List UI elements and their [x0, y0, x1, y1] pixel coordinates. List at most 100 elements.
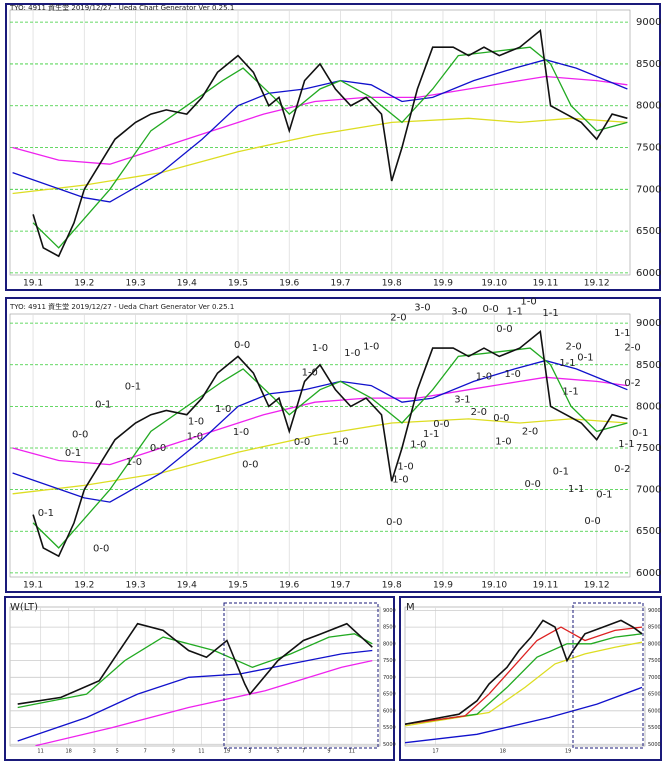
plots: TYO: 4911 資生堂 2019/12/27 - Ueda Chart Ge…: [9, 3, 661, 755]
price-line: [405, 633, 643, 725]
price-line: [32, 329, 628, 558]
annotation: 3-0: [451, 307, 467, 318]
x-tick-label: 19.3: [126, 581, 146, 591]
chart: TYO: 4911 資生堂 2019/12/27 - Ueda Chart Ge…: [9, 3, 661, 289]
annotation: 0-0: [242, 460, 258, 471]
plot-area: [404, 606, 646, 747]
annotation: 2-0: [471, 407, 487, 418]
x-tick-label: 19.11: [533, 581, 559, 591]
x-tick-label: 19.12: [584, 279, 610, 289]
plot-area: [9, 9, 631, 276]
x-tick-label: 19.1: [23, 581, 43, 591]
annotation: 1-0: [476, 371, 492, 382]
x-tick-label: 19: [565, 749, 571, 755]
y-tick-label: 7500: [383, 658, 396, 664]
x-tick-label: 3: [93, 749, 96, 755]
x-tick-label: 19.7: [330, 581, 350, 591]
annotation: 1-0: [520, 297, 536, 308]
annotation: 0-0: [93, 544, 109, 555]
price-line: [405, 626, 643, 725]
y-tick-label: 6000: [636, 268, 661, 279]
x-tick-label: 19.12: [584, 581, 610, 591]
x-tick-label: 5: [276, 749, 279, 755]
annotation: 0-0: [150, 443, 166, 454]
annotation: 1-0: [302, 367, 318, 378]
annotation: 1-0: [410, 440, 426, 451]
x-tick-label: 7: [144, 749, 147, 755]
y-tick-label: 6000: [648, 708, 661, 714]
x-tick-label: 19.5: [228, 279, 248, 289]
chart: M 17 18 19 5000 5500 6000 6500 7000 7500 8000 8500 9…: [404, 602, 661, 755]
y-tick-label: 6500: [648, 692, 661, 698]
annotation: 1-0: [215, 404, 231, 415]
price-line: [17, 622, 373, 705]
y-tick-label: 6500: [636, 226, 661, 237]
x-tick-label: 5: [116, 749, 119, 755]
annotation: 0-0: [584, 516, 600, 527]
annotation: 1-0: [504, 369, 520, 380]
y-tick-label: 6000: [636, 568, 661, 579]
y-tick-label: 5500: [648, 725, 661, 731]
price-line: [32, 28, 628, 258]
annotation: 1-0: [233, 427, 249, 438]
x-tick-label: 19.4: [177, 279, 197, 289]
annotation: 1-0: [126, 457, 142, 468]
annotation: 2-0: [390, 312, 406, 323]
x-tick-label: 19.8: [382, 279, 402, 289]
annotation: 0-0: [496, 324, 512, 335]
annotation: 1-0: [188, 416, 204, 427]
x-tick-label: 7: [302, 749, 305, 755]
annotation: 0-1: [553, 466, 569, 477]
annotation: 0-0: [493, 413, 509, 424]
chart-title: TYO: 4911 資生堂 2019/12/27 - Ueda Chart Ge…: [9, 302, 234, 311]
price-line: [17, 633, 373, 709]
annotation: 0-0: [234, 340, 250, 351]
x-tick-label: 18: [66, 749, 72, 755]
x-tick-label: 19.8: [382, 581, 402, 591]
chart-title: W(LT): [10, 602, 38, 613]
y-tick-label: 8000: [636, 101, 661, 112]
x-tick-label: 19.3: [126, 279, 146, 289]
y-tick-label: 7000: [648, 675, 661, 681]
plot-area: [9, 313, 631, 578]
y-tick-label: 9000: [636, 318, 661, 329]
price-line: [17, 649, 373, 742]
annotation: 1-1: [618, 439, 634, 450]
price-line: [12, 117, 628, 195]
annotation: 2-0: [624, 342, 640, 353]
y-tick-label: 6500: [636, 526, 661, 537]
annotation: 1-1: [559, 358, 575, 369]
x-tick-label: 19.2: [74, 279, 94, 289]
x-tick-label: 19.9: [433, 279, 453, 289]
x-tick-label: 3: [248, 749, 251, 755]
y-tick-label: 5500: [383, 725, 396, 731]
annotation: 0-0: [386, 517, 402, 528]
x-tick-label: 19.4: [177, 581, 197, 591]
price-line: [405, 619, 643, 725]
y-tick-label: 7500: [648, 658, 661, 664]
annotation: 1-1: [614, 328, 630, 339]
x-tick-label: 19: [224, 749, 230, 755]
x-tick-label: 19.5: [228, 581, 248, 591]
annotation: 0-2: [614, 464, 630, 475]
x-tick-label: 9: [327, 749, 330, 755]
annotation: 2-0: [522, 426, 538, 437]
annotation: 3-1: [454, 395, 470, 406]
y-tick-label: 5000: [383, 742, 396, 748]
x-tick-label: 19.1: [23, 279, 43, 289]
annotation: 1-1: [542, 308, 558, 319]
price-line: [35, 659, 373, 746]
annotation: 0-1: [38, 508, 54, 519]
price-line: [405, 641, 643, 727]
x-tick-label: 19.9: [433, 581, 453, 591]
annotation: 0-1: [95, 400, 111, 411]
annotation: 0-0: [72, 430, 88, 441]
price-line: [12, 59, 628, 203]
range-box: [572, 602, 644, 749]
y-tick-label: 7000: [636, 485, 661, 496]
price-line: [12, 376, 628, 466]
x-tick-label: 19.10: [481, 279, 507, 289]
annotation: 0-0: [524, 479, 540, 490]
